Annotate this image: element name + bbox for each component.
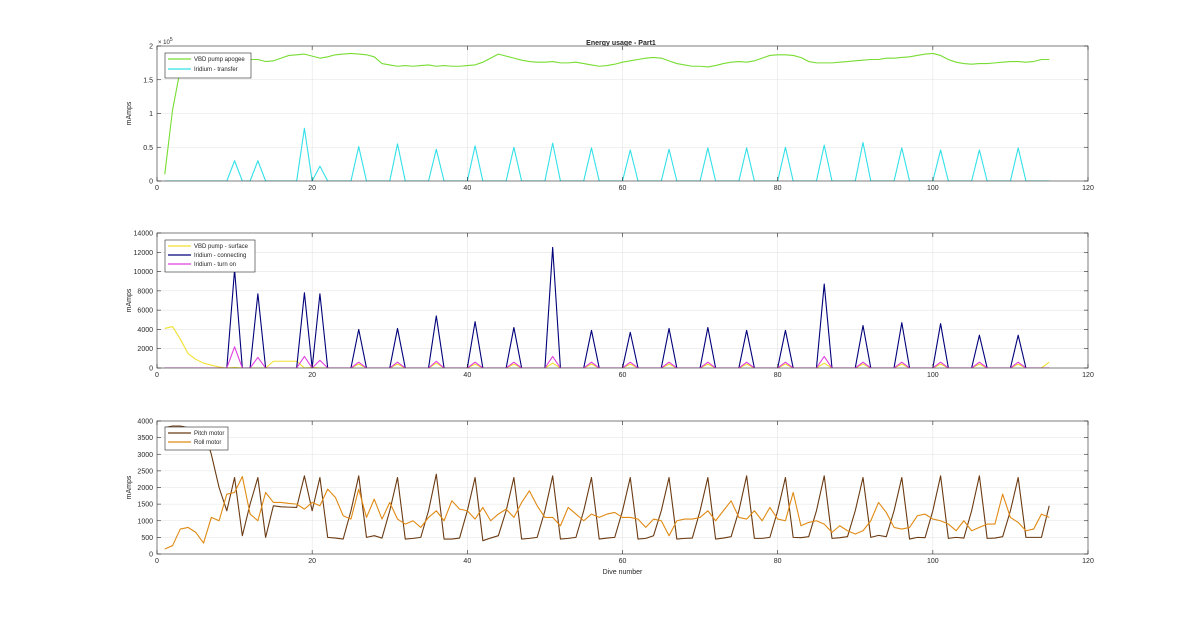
legend: VBD pump apogee Iridium - transfer bbox=[164, 52, 252, 79]
x-tick-label: 120 bbox=[1082, 372, 1094, 379]
y-tick-label: 1500 bbox=[137, 502, 153, 509]
exponent-power: 5 bbox=[170, 37, 173, 43]
y-axis-label: mAmps bbox=[126, 288, 133, 312]
x-tick-label: 60 bbox=[619, 558, 627, 565]
x-tick-label: 20 bbox=[308, 372, 316, 379]
y-tick-label: 14000 bbox=[134, 231, 154, 238]
y-tick-label: 1 bbox=[149, 111, 153, 118]
series-line-roll-motor bbox=[164, 475, 1050, 550]
y-tick-label: 2 bbox=[149, 44, 153, 51]
legend-label: Iridium - turn on bbox=[194, 262, 236, 268]
figure-title: Energy usage - Part1 bbox=[586, 40, 656, 47]
series-group bbox=[164, 246, 1050, 368]
series-line-iridium-connecting bbox=[164, 246, 1050, 368]
exponent-base: × 10 bbox=[158, 40, 171, 46]
y-tick-label: 0 bbox=[149, 366, 153, 373]
legend-label: Iridium - transfer bbox=[194, 67, 238, 73]
legend-box bbox=[164, 52, 252, 79]
y-exponent-label: × 105 bbox=[158, 37, 173, 46]
y-tick-label: 0 bbox=[149, 552, 153, 559]
axes-top: 0 20 40 60 80 100 120 0 0.5 1 1.5 2 × 105 mAmps VBD pu… bbox=[126, 37, 1094, 192]
y-axis-label: mAmps bbox=[126, 101, 133, 125]
x-tick-label: 120 bbox=[1082, 185, 1094, 192]
y-tick-label: 3000 bbox=[137, 452, 153, 459]
series-group bbox=[164, 425, 1050, 550]
legend-label: VBD pump - surface bbox=[194, 244, 249, 250]
series-line-pitch-motor bbox=[164, 425, 1050, 542]
x-tick-label: 0 bbox=[155, 372, 159, 379]
series-line-vbd-pump-surface bbox=[164, 325, 1050, 368]
x-tick-label: 20 bbox=[308, 558, 316, 565]
y-tick-label: 6000 bbox=[137, 308, 153, 315]
legend-box bbox=[164, 239, 256, 273]
x-tick-label: 120 bbox=[1082, 558, 1094, 565]
legend-label: Pitch motor bbox=[194, 431, 224, 437]
axes-middle: 0 20 40 60 80 100 120 0 2000 4000 6000 8000 10000 120… bbox=[126, 231, 1094, 380]
legend: VBD pump - surface Iridium - connecting Ir… bbox=[164, 239, 256, 273]
x-tick-label: 40 bbox=[463, 372, 471, 379]
x-tick-label: 40 bbox=[463, 185, 471, 192]
x-tick-label: 100 bbox=[927, 185, 939, 192]
y-tick-label: 12000 bbox=[134, 250, 154, 257]
y-tick-label: 500 bbox=[141, 535, 153, 542]
y-tick-label: 3500 bbox=[137, 435, 153, 442]
x-axis-label: Dive number bbox=[603, 569, 643, 576]
y-tick-label: 0.5 bbox=[143, 145, 153, 152]
series-group bbox=[164, 52, 1050, 181]
legend: Pitch motor Roll motor bbox=[164, 426, 229, 451]
x-tick-label: 100 bbox=[927, 558, 939, 565]
y-tick-label: 2000 bbox=[137, 485, 153, 492]
series-line-iridium-transfer bbox=[164, 127, 1050, 181]
x-tick-label: 100 bbox=[927, 372, 939, 379]
x-tick-label: 20 bbox=[308, 185, 316, 192]
y-tick-label: 8000 bbox=[137, 288, 153, 295]
y-tick-label: 10000 bbox=[134, 269, 154, 276]
y-tick-label: 2500 bbox=[137, 468, 153, 475]
y-tick-label: 2000 bbox=[137, 346, 153, 353]
series-line-iridium-turn-on bbox=[164, 346, 1050, 368]
series-line-vbd-pump-apogee bbox=[164, 52, 1050, 175]
y-tick-label: 0 bbox=[149, 179, 153, 186]
x-tick-label: 80 bbox=[774, 372, 782, 379]
legend-label: Roll motor bbox=[194, 440, 221, 446]
y-tick-label: 4000 bbox=[137, 327, 153, 334]
y-axis-label: mAmps bbox=[126, 475, 133, 499]
x-tick-label: 80 bbox=[774, 558, 782, 565]
legend-label: Iridium - connecting bbox=[194, 253, 246, 259]
x-tick-label: 0 bbox=[155, 185, 159, 192]
x-tick-label: 0 bbox=[155, 558, 159, 565]
x-tick-label: 40 bbox=[463, 558, 471, 565]
x-tick-label: 60 bbox=[619, 372, 627, 379]
x-tick-label: 80 bbox=[774, 185, 782, 192]
legend-label: VBD pump apogee bbox=[194, 57, 245, 63]
axes-bottom: 0 20 40 60 80 100 120 0 500 1000 1500 2000 2500 3000 3… bbox=[126, 419, 1094, 577]
y-tick-label: 1.5 bbox=[143, 77, 153, 84]
y-tick-label: 1000 bbox=[137, 518, 153, 525]
y-tick-label: 4000 bbox=[137, 419, 153, 426]
x-tick-label: 60 bbox=[619, 185, 627, 192]
